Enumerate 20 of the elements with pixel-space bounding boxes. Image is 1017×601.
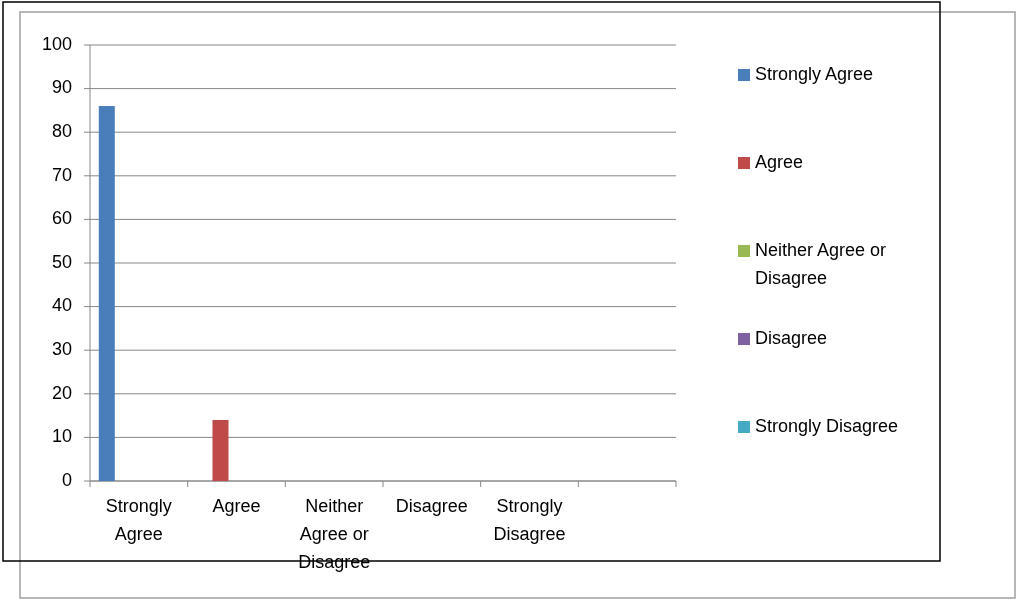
y-tick-label: 50 (51, 251, 72, 272)
legend-label: Agree (755, 151, 804, 172)
y-tick-label: 20 (51, 382, 72, 403)
x-tick-label: Strongly Agree (105, 496, 172, 544)
x-tick-label: Agree (212, 496, 261, 516)
legend-label: Strongly Disagree (755, 415, 899, 436)
y-tick-label: 70 (51, 164, 72, 185)
legend-label: Disagree (755, 327, 828, 348)
legend-label: Strongly Agree (755, 63, 874, 84)
y-tick-label: 80 (51, 120, 72, 141)
y-tick-label: 100 (41, 33, 72, 54)
x-tick-label: Strongly Disagree (493, 496, 566, 544)
y-tick-label: 0 (61, 469, 72, 490)
y-tick-label: 10 (51, 426, 72, 447)
y-tick-label: 60 (51, 208, 72, 229)
x-tick-label: Disagree (395, 496, 468, 516)
y-tick-label: 40 (51, 295, 72, 316)
y-tick-label: 30 (51, 338, 72, 359)
y-tick-label: 90 (51, 77, 72, 98)
legend-label: Neither Agree or Disagree (755, 239, 887, 288)
